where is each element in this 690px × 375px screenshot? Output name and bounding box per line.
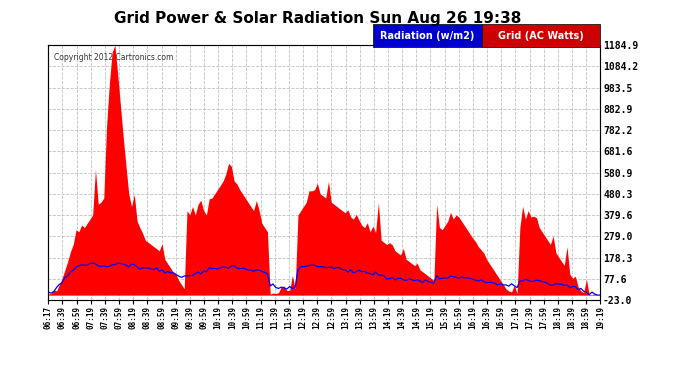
Text: Copyright 2012 Cartronics.com: Copyright 2012 Cartronics.com — [54, 53, 173, 62]
Text: Radiation (w/m2): Radiation (w/m2) — [380, 31, 475, 40]
Text: Grid Power & Solar Radiation Sun Aug 26 19:38: Grid Power & Solar Radiation Sun Aug 26 … — [114, 11, 521, 26]
Text: Grid (AC Watts): Grid (AC Watts) — [498, 31, 584, 40]
FancyBboxPatch shape — [482, 24, 600, 47]
FancyBboxPatch shape — [373, 24, 482, 47]
